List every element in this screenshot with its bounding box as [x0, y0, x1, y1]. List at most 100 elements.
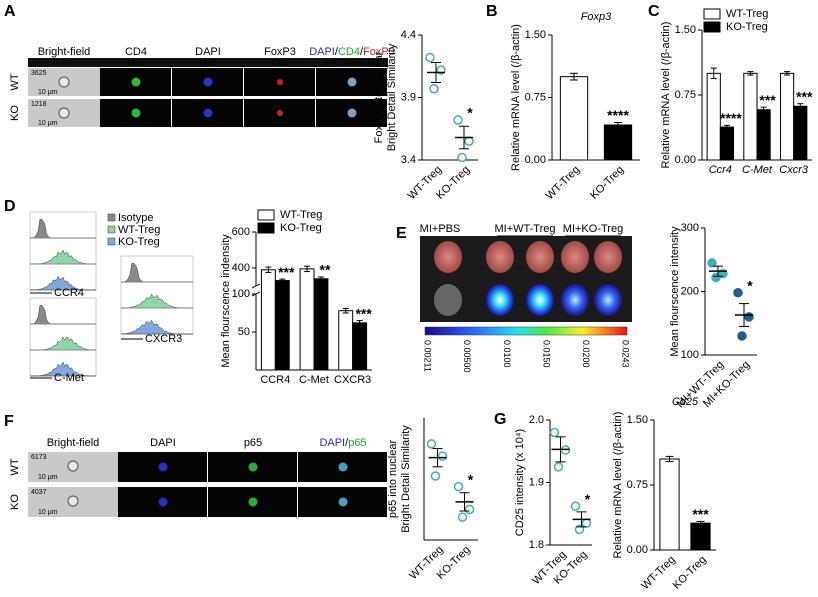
axis-break	[251, 283, 261, 289]
x-tick-label: C-Met	[299, 374, 329, 386]
histogram	[30, 361, 96, 377]
bar	[659, 458, 680, 551]
y-axis-label: Mean flourscence indensity	[220, 234, 232, 368]
data-point	[437, 451, 448, 461]
legend-label: Isotype	[118, 212, 153, 224]
data-point	[553, 462, 564, 472]
bar	[756, 109, 771, 161]
histogram	[30, 336, 97, 351]
data-point	[430, 471, 441, 481]
colorbar-label: 0.00500	[462, 340, 472, 373]
bar	[690, 522, 711, 551]
data-point	[429, 84, 439, 94]
y-tick-label: 1.50	[627, 414, 648, 426]
cell-signal	[248, 497, 258, 507]
row-label: KO	[9, 494, 21, 510]
y-tick-label: 300	[681, 222, 699, 234]
heart-signal	[526, 284, 554, 316]
channel-name: DAPI	[150, 437, 176, 449]
histogram	[120, 293, 193, 309]
significance: *	[467, 105, 473, 121]
merge-part: DAPI	[319, 437, 345, 449]
bar	[793, 105, 808, 161]
cell	[58, 107, 70, 119]
significance: ***	[278, 264, 295, 280]
panel-letter: F	[4, 413, 14, 430]
bar	[313, 278, 329, 371]
legend-swatch	[257, 222, 275, 234]
histogram	[121, 262, 193, 283]
x-tick-label: C-Met	[742, 164, 773, 176]
y-tick-label: 100	[681, 349, 699, 361]
histogram	[30, 249, 96, 265]
significance: ***	[759, 92, 776, 108]
data-point	[464, 504, 475, 515]
significance: *	[747, 277, 753, 293]
scale-bar: 10 μm	[38, 89, 58, 96]
cell-signal	[338, 462, 348, 472]
channel-id: Ch06	[128, 59, 145, 66]
y-tick-label: 0.00	[627, 544, 648, 556]
bar	[299, 268, 315, 371]
cell	[67, 460, 79, 472]
panel-letter: C	[648, 3, 660, 20]
x-tick-label: KO-Treg	[671, 554, 709, 592]
panel-letter: D	[4, 198, 16, 215]
bar	[338, 310, 354, 371]
channel-name: FoxP3	[264, 46, 296, 58]
cell-signal	[131, 108, 141, 118]
x-tick-label: CCR4	[260, 374, 290, 386]
cell-signal	[203, 108, 213, 118]
cell-signal	[158, 462, 168, 472]
y-tick-label: 0.75	[525, 91, 546, 103]
cell	[58, 76, 70, 88]
bar	[719, 126, 735, 161]
channel-name: DAPI	[195, 46, 221, 58]
legend-swatch	[107, 237, 116, 246]
data-point	[457, 512, 468, 522]
y-tick-label: 50	[238, 326, 250, 338]
significance: ***	[692, 506, 709, 522]
y-axis-label: Relative mRNA level (/β-actin)	[660, 22, 672, 169]
y-axis-label: FoxP3 into nuclear	[373, 51, 385, 143]
histogram	[29, 275, 96, 291]
row-label: WT	[9, 73, 21, 90]
significance: ****	[720, 110, 742, 126]
panel-letter: B	[486, 3, 498, 20]
data-point	[581, 518, 592, 528]
cell-signal	[277, 79, 283, 85]
channel-id: Ch11	[272, 59, 288, 66]
significance: *	[468, 471, 474, 487]
bar	[559, 76, 589, 161]
bar	[706, 72, 721, 161]
heart	[434, 241, 462, 273]
event-count: 1218	[31, 101, 47, 108]
marker-label: CCR4	[54, 287, 84, 299]
channel-name: Bright-field	[47, 437, 100, 449]
y-tick-label: 3.4	[401, 154, 416, 166]
legend-label: KO-Treg	[280, 222, 322, 234]
y-tick-label: 100	[232, 288, 250, 300]
data-point	[453, 481, 464, 492]
merge-part: DAPI	[309, 46, 335, 58]
data-point	[457, 152, 467, 163]
channel-name: p65	[244, 437, 262, 449]
y-tick-label: 4.4	[401, 29, 416, 41]
panel-letter: E	[396, 225, 407, 242]
y-tick-label: 0.75	[627, 479, 648, 491]
data-point	[744, 312, 754, 322]
colorbar-label: 0.00211	[423, 340, 433, 372]
heart	[594, 241, 622, 273]
merge-part: /	[360, 46, 364, 58]
channel-id: Ch01	[56, 59, 73, 66]
x-tick-label: WT-Treg	[544, 164, 582, 202]
significance: ****	[607, 107, 629, 123]
data-point	[464, 136, 474, 146]
panel-letter: G	[494, 411, 506, 428]
channel-id: Ch07/Ch06/Ch11	[325, 59, 379, 66]
scale-bar: 10 μm	[38, 474, 58, 481]
significance: ***	[355, 305, 372, 321]
data-point	[733, 288, 743, 298]
group-label: MI+KO-Treg	[563, 223, 623, 235]
group-label: MI+WT-Treg	[494, 223, 555, 235]
